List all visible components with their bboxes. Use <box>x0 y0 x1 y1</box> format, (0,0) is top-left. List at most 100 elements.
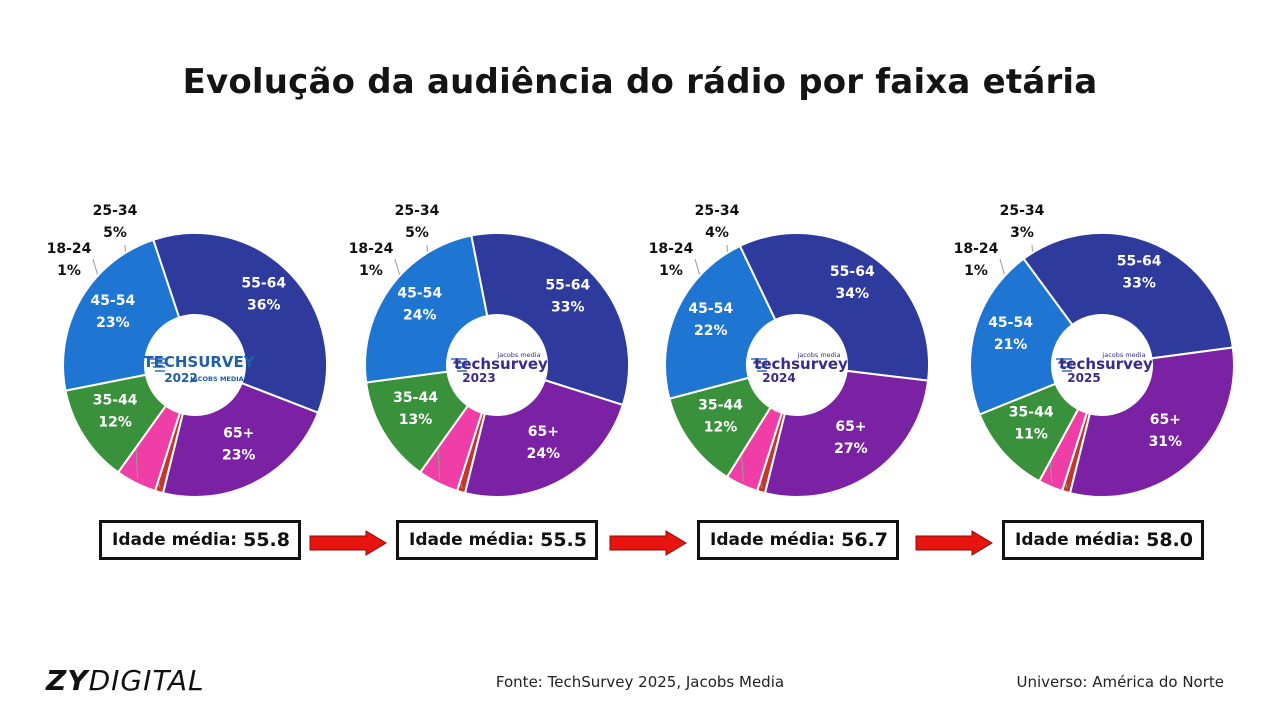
page-title: Evolução da audiência do rádio por faixa… <box>182 62 1098 102</box>
logo-subtext: jacobs media <box>796 351 840 359</box>
slice-value-label: 36% <box>247 297 281 313</box>
logo-year: 2023 <box>462 371 495 385</box>
universe-note: Universo: América do Norte <box>1016 673 1224 691</box>
slice-category-label: 18-24 <box>954 241 999 257</box>
brand-logo-bold: ZY <box>46 664 89 697</box>
slice-category-label: 35-44 <box>393 390 438 406</box>
slice-55-64 <box>1022 232 1234 360</box>
slice-65+ <box>463 378 625 498</box>
slice-category-label: 18-24 <box>47 241 92 257</box>
slice-65+ <box>763 369 930 498</box>
slice-category-label: 35-44 <box>698 397 743 413</box>
slice-category-label: 45-54 <box>397 286 442 302</box>
slice-category-label: 55-64 <box>1117 254 1162 270</box>
slice-value-label: 1% <box>57 263 81 279</box>
slice-category-label: 45-54 <box>91 293 136 309</box>
right-arrow-icon <box>609 530 687 556</box>
slice-category-label: 18-24 <box>649 241 694 257</box>
logo-year: 2022 <box>164 371 197 385</box>
average-age-value: 55.5 <box>540 529 587 551</box>
slice-55-64 <box>738 232 930 382</box>
donut-chart-2024: 18-24 1% 25-34 4% 35-44 12% 45-54 22% 55-64 34% 65… <box>649 203 930 498</box>
slice-value-label: 13% <box>399 412 433 428</box>
slice-category-label: 25-34 <box>695 203 740 219</box>
source-note: Fonte: TechSurvey 2025, Jacobs Media <box>495 673 785 691</box>
slice-value-label: 31% <box>1149 434 1183 450</box>
average-age-label: Idade média: <box>1015 530 1141 550</box>
logo-year: 2025 <box>1067 371 1100 385</box>
slice-45-54 <box>969 257 1074 416</box>
slice-value-label: 11% <box>1014 426 1048 442</box>
slice-value-label: 22% <box>694 323 728 339</box>
slice-55-64 <box>152 232 328 415</box>
average-age-label: Idade média: <box>112 530 238 550</box>
logo-subtext: JACOBS MEDIA <box>189 375 243 383</box>
slice-45-54 <box>62 238 181 392</box>
donut-chart-2022: 18-24 1% 25-34 5% 35-44 12% 45-54 23% 55-64 36% 65… <box>47 203 328 498</box>
slice-category-label: 18-24 <box>349 241 394 257</box>
logo-subtext: jacobs media <box>1101 351 1145 359</box>
slice-value-label: 33% <box>1122 276 1156 292</box>
donut-chart-2023: 18-24 1% 25-34 5% 35-44 13% 45-54 24% 55-64 33% 65… <box>349 203 630 498</box>
slice-value-label: 12% <box>98 414 132 430</box>
average-age-box-2022: Idade média: 55.8 <box>99 520 301 560</box>
slice-category-label: 45-54 <box>988 315 1033 331</box>
average-age-label: Idade média: <box>710 530 836 550</box>
slice-45-54 <box>364 234 489 384</box>
slice-45-54 <box>664 244 777 400</box>
slice-value-label: 27% <box>834 441 868 457</box>
donut-hole <box>1053 316 1151 414</box>
slice-value-label: 21% <box>994 337 1028 353</box>
slice-value-label: 5% <box>103 225 127 241</box>
average-age-value: 55.8 <box>243 529 290 551</box>
average-age-box-2025: Idade média: 58.0 <box>1002 520 1204 560</box>
slice-category-label: 65+ <box>528 424 559 440</box>
donut-hole <box>748 316 846 414</box>
slice-value-label: 33% <box>551 300 585 316</box>
slice-category-label: 25-34 <box>93 203 138 219</box>
slice-category-label: 25-34 <box>1000 203 1045 219</box>
logo-text: TECHSURVEY <box>143 353 255 371</box>
slice-category-label: 55-64 <box>241 275 286 291</box>
slice-35-44 <box>365 370 470 474</box>
slice-55-64 <box>470 232 630 407</box>
slice-category-label: 65+ <box>835 419 866 435</box>
techsurvey-logo-icon <box>1056 358 1072 372</box>
logo-year: 2024 <box>762 371 795 385</box>
logo-subtext: jacobs media <box>496 351 540 359</box>
brand-logo-light: DIGITAL <box>88 664 205 697</box>
average-age-box-2023: Idade média: 55.5 <box>396 520 598 560</box>
slice-value-label: 23% <box>222 447 256 463</box>
slice-category-label: 45-54 <box>688 301 733 317</box>
slice-value-label: 24% <box>403 308 437 324</box>
slice-category-label: 55-64 <box>545 278 590 294</box>
slice-value-label: 1% <box>659 263 683 279</box>
slice-65+ <box>1068 346 1235 498</box>
techsurvey-logo-icon <box>451 358 467 372</box>
right-arrow-icon <box>309 530 387 556</box>
logo-text: techsurvey <box>754 355 848 373</box>
slice-category-label: 55-64 <box>830 264 875 280</box>
donut-chart-2025: 18-24 1% 25-34 3% 35-44 11% 45-54 21% 55-64 33% 65… <box>954 203 1235 498</box>
slice-category-label: 65+ <box>223 425 254 441</box>
average-age-box-2024: Idade média: 56.7 <box>697 520 899 560</box>
slice-value-label: 12% <box>704 419 738 435</box>
right-arrow-icon <box>915 530 993 556</box>
average-age-label: Idade média: <box>409 530 535 550</box>
slice-value-label: 3% <box>1010 225 1034 241</box>
brand-logo: ZYDIGITAL <box>46 664 205 697</box>
average-age-value: 56.7 <box>841 529 888 551</box>
slice-65+ <box>161 381 320 498</box>
slice-value-label: 1% <box>964 263 988 279</box>
average-age-value: 58.0 <box>1146 529 1193 551</box>
slice-value-label: 24% <box>527 446 561 462</box>
techsurvey-logo-icon <box>149 358 165 372</box>
slice-category-label: 35-44 <box>93 392 138 408</box>
donut-hole <box>448 316 546 414</box>
slice-value-label: 5% <box>405 225 429 241</box>
slice-category-label: 25-34 <box>395 203 440 219</box>
slice-value-label: 23% <box>96 315 130 331</box>
techsurvey-logo-icon <box>751 358 767 372</box>
logo-text: techsurvey <box>1059 355 1153 373</box>
